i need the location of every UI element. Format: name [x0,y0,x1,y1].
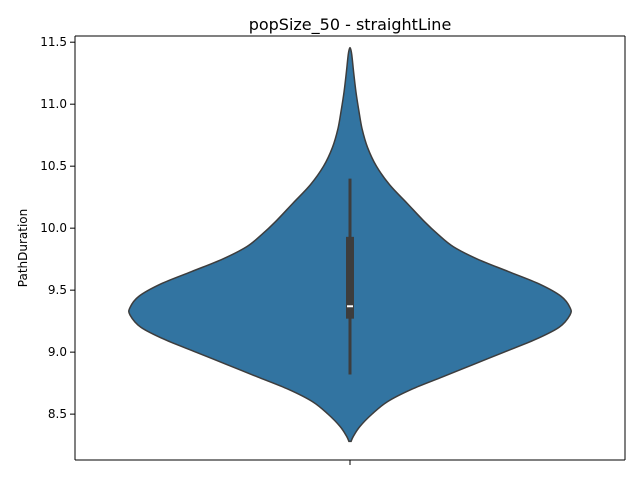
y-tick-label: 8.5 [48,407,67,421]
chart-title: popSize_50 - straightLine [249,15,452,35]
plot-area [128,46,572,443]
iqr-box [346,236,354,319]
y-tick-label: 9.5 [48,283,67,297]
y-tick-label: 11.0 [40,97,67,111]
y-tick-label: 9.0 [48,345,67,359]
y-axis-label: PathDuration [16,209,30,287]
y-tick-label: 10.5 [40,159,67,173]
y-tick-label: 10.0 [40,221,67,235]
y-ticks: 8.5 9.0 9.5 10.0 10.5 11.0 11.5 [40,35,75,421]
y-tick-label: 11.5 [40,35,67,49]
